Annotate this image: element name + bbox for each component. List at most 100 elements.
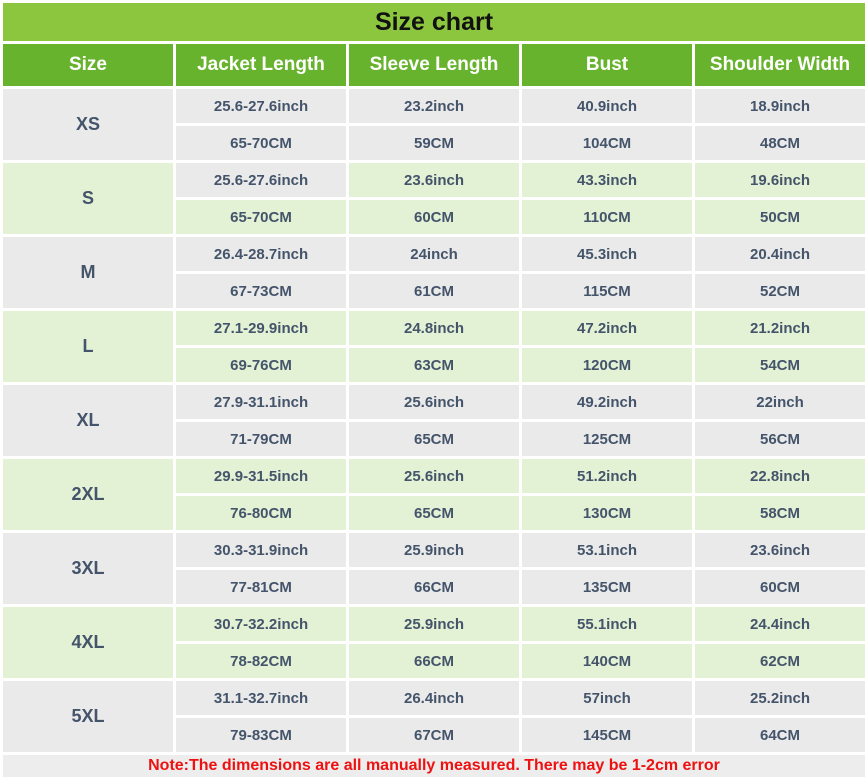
cell-s-inch-0: 25.6-27.6inch <box>176 163 346 197</box>
cell-xl-cm-1: 65CM <box>349 422 519 456</box>
cell-xs-cm-2: 104CM <box>522 126 692 160</box>
size-label-xl: XL <box>3 385 173 456</box>
cell-3xl-inch-2: 53.1inch <box>522 533 692 567</box>
cell-xs-cm-3: 48CM <box>695 126 865 160</box>
column-header-shoulder-width: Shoulder Width <box>695 44 865 86</box>
size-row-s-inch: S 25.6-27.6inch 23.6inch 43.3inch 19.6inch <box>3 163 865 234</box>
cell-xl-cm-0: 71-79CM <box>176 422 346 456</box>
cell-5xl-cm-2: 145CM <box>522 718 692 752</box>
size-row-xs-cm: 65-70CM 59CM 104CM 48CM <box>3 126 865 160</box>
size-row-2xl-cm: 76-80CM 65CM 130CM 58CM <box>3 496 865 530</box>
cell-xs-inch-1: 23.2inch <box>349 89 519 123</box>
cell-s-inch-3: 19.6inch <box>695 163 865 197</box>
cell-4xl-cm-2: 140CM <box>522 644 692 678</box>
size-row-5xl-inch: 5XL 31.1-32.7inch 26.4inch 57inch 25.2inch <box>3 681 865 752</box>
cell-3xl-inch-3: 23.6inch <box>695 533 865 567</box>
column-header-size: Size <box>3 44 173 86</box>
column-header-sleeve-length: Sleeve Length <box>349 44 519 86</box>
cell-5xl-cm-3: 64CM <box>695 718 865 752</box>
cell-3xl-cm-1: 66CM <box>349 570 519 604</box>
cell-4xl-cm-3: 62CM <box>695 644 865 678</box>
cell-5xl-inch-3: 25.2inch <box>695 681 865 715</box>
cell-3xl-inch-1: 25.9inch <box>349 533 519 567</box>
size-label-2xl: 2XL <box>3 459 173 530</box>
cell-xl-inch-2: 49.2inch <box>522 385 692 419</box>
cell-xs-cm-1: 59CM <box>349 126 519 160</box>
header-row: Size Jacket Length Sleeve Length Bust Should… <box>3 44 865 86</box>
cell-3xl-cm-3: 60CM <box>695 570 865 604</box>
cell-l-cm-2: 120CM <box>522 348 692 382</box>
size-chart-head: Size chart Size Jacket Length Sleeve Lengt… <box>3 3 865 86</box>
size-row-m-cm: 67-73CM 61CM 115CM 52CM <box>3 274 865 308</box>
size-row-xs-inch: XS 25.6-27.6inch 23.2inch 40.9inch 18.9inch <box>3 89 865 160</box>
cell-l-cm-3: 54CM <box>695 348 865 382</box>
cell-l-inch-1: 24.8inch <box>349 311 519 345</box>
cell-3xl-cm-0: 77-81CM <box>176 570 346 604</box>
cell-l-inch-3: 21.2inch <box>695 311 865 345</box>
cell-2xl-cm-3: 58CM <box>695 496 865 530</box>
cell-m-cm-0: 67-73CM <box>176 274 346 308</box>
size-table-body: XS 25.6-27.6inch 23.2inch 40.9inch 18.9inch 6… <box>3 89 865 752</box>
cell-4xl-cm-1: 66CM <box>349 644 519 678</box>
cell-s-cm-2: 110CM <box>522 200 692 234</box>
cell-xl-inch-1: 25.6inch <box>349 385 519 419</box>
size-row-2xl-inch: 2XL 29.9-31.5inch 25.6inch 51.2inch 22.8inch <box>3 459 865 530</box>
size-label-m: M <box>3 237 173 308</box>
cell-m-inch-2: 45.3inch <box>522 237 692 271</box>
size-label-4xl: 4XL <box>3 607 173 678</box>
cell-s-inch-2: 43.3inch <box>522 163 692 197</box>
size-row-5xl-cm: 79-83CM 67CM 145CM 64CM <box>3 718 865 752</box>
size-row-4xl-cm: 78-82CM 66CM 140CM 62CM <box>3 644 865 678</box>
cell-2xl-inch-3: 22.8inch <box>695 459 865 493</box>
cell-2xl-inch-1: 25.6inch <box>349 459 519 493</box>
size-row-3xl-cm: 77-81CM 66CM 135CM 60CM <box>3 570 865 604</box>
cell-2xl-cm-1: 65CM <box>349 496 519 530</box>
cell-2xl-cm-0: 76-80CM <box>176 496 346 530</box>
cell-5xl-inch-0: 31.1-32.7inch <box>176 681 346 715</box>
cell-xl-cm-3: 56CM <box>695 422 865 456</box>
cell-5xl-inch-2: 57inch <box>522 681 692 715</box>
cell-xl-inch-3: 22inch <box>695 385 865 419</box>
cell-5xl-cm-0: 79-83CM <box>176 718 346 752</box>
cell-s-cm-0: 65-70CM <box>176 200 346 234</box>
cell-2xl-inch-2: 51.2inch <box>522 459 692 493</box>
size-row-m-inch: M 26.4-28.7inch 24inch 45.3inch 20.4inch <box>3 237 865 308</box>
cell-m-cm-2: 115CM <box>522 274 692 308</box>
cell-m-inch-1: 24inch <box>349 237 519 271</box>
cell-xs-cm-0: 65-70CM <box>176 126 346 160</box>
cell-xl-cm-2: 125CM <box>522 422 692 456</box>
cell-m-inch-0: 26.4-28.7inch <box>176 237 346 271</box>
cell-m-inch-3: 20.4inch <box>695 237 865 271</box>
cell-3xl-cm-2: 135CM <box>522 570 692 604</box>
size-label-3xl: 3XL <box>3 533 173 604</box>
cell-5xl-inch-1: 26.4inch <box>349 681 519 715</box>
cell-4xl-inch-1: 25.9inch <box>349 607 519 641</box>
size-row-xl-inch: XL 27.9-31.1inch 25.6inch 49.2inch 22inch <box>3 385 865 456</box>
cell-m-cm-3: 52CM <box>695 274 865 308</box>
cell-2xl-cm-2: 130CM <box>522 496 692 530</box>
cell-5xl-cm-1: 67CM <box>349 718 519 752</box>
size-chart-foot: Note:The dimensions are all manually mea… <box>3 755 865 777</box>
size-row-xl-cm: 71-79CM 65CM 125CM 56CM <box>3 422 865 456</box>
size-row-l-cm: 69-76CM 63CM 120CM 54CM <box>3 348 865 382</box>
cell-l-cm-0: 69-76CM <box>176 348 346 382</box>
cell-l-cm-1: 63CM <box>349 348 519 382</box>
title-row: Size chart <box>3 3 865 41</box>
cell-s-inch-1: 23.6inch <box>349 163 519 197</box>
size-row-l-inch: L 27.1-29.9inch 24.8inch 47.2inch 21.2inch <box>3 311 865 382</box>
cell-l-inch-0: 27.1-29.9inch <box>176 311 346 345</box>
column-header-jacket-length: Jacket Length <box>176 44 346 86</box>
cell-xs-inch-0: 25.6-27.6inch <box>176 89 346 123</box>
size-label-l: L <box>3 311 173 382</box>
size-label-s: S <box>3 163 173 234</box>
cell-s-cm-3: 50CM <box>695 200 865 234</box>
cell-xs-inch-3: 18.9inch <box>695 89 865 123</box>
cell-xl-inch-0: 27.9-31.1inch <box>176 385 346 419</box>
cell-4xl-cm-0: 78-82CM <box>176 644 346 678</box>
cell-4xl-inch-3: 24.4inch <box>695 607 865 641</box>
size-row-3xl-inch: 3XL 30.3-31.9inch 25.9inch 53.1inch 23.6inch <box>3 533 865 604</box>
cell-3xl-inch-0: 30.3-31.9inch <box>176 533 346 567</box>
size-label-5xl: 5XL <box>3 681 173 752</box>
note-row: Note:The dimensions are all manually mea… <box>3 755 865 777</box>
